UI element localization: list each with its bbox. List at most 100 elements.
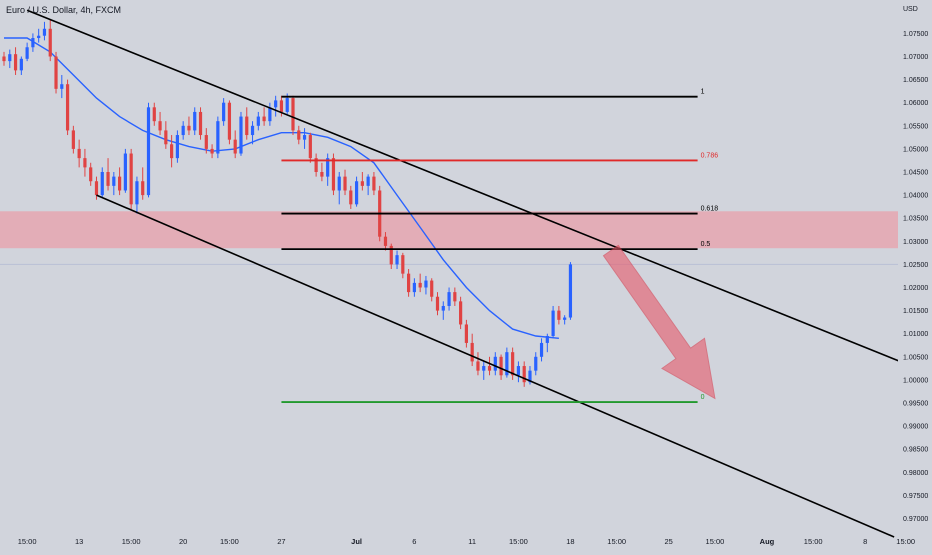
candle — [48, 19, 52, 62]
candle — [216, 116, 220, 159]
candle — [522, 361, 526, 387]
candle-body — [37, 35, 41, 39]
candle — [193, 107, 197, 136]
y-tick-label: 1.07000 — [903, 54, 928, 61]
candle — [389, 243, 393, 270]
candle-body — [407, 273, 411, 293]
candle — [89, 162, 93, 186]
candle — [302, 128, 307, 149]
y-tick-label: 0.98500 — [903, 447, 928, 454]
candle-body — [337, 176, 341, 191]
x-tick-label: 15:00 — [122, 537, 141, 546]
candle-body — [511, 352, 515, 376]
candle-body — [135, 181, 139, 205]
candle-body — [447, 292, 451, 306]
candle — [487, 356, 492, 376]
y-tick-label: 1.07500 — [903, 31, 928, 38]
candle-body — [48, 28, 52, 57]
candle — [568, 262, 573, 320]
candle — [349, 185, 353, 209]
candle — [412, 278, 416, 297]
candle — [297, 125, 301, 145]
candle-body — [487, 366, 492, 371]
candle — [170, 135, 174, 168]
candle — [129, 148, 133, 209]
candle — [65, 79, 70, 136]
candle — [146, 102, 151, 198]
candle-body — [106, 172, 110, 186]
candle — [181, 121, 185, 140]
candle — [25, 42, 29, 62]
y-tick-label: 1.00500 — [903, 354, 928, 361]
candle-body — [210, 148, 214, 154]
candle — [464, 319, 468, 348]
candle — [123, 148, 127, 193]
candle — [424, 275, 428, 295]
candle — [453, 287, 457, 306]
candle — [54, 51, 58, 94]
fib-level-label: 0 — [701, 394, 705, 401]
candle-body — [175, 135, 179, 159]
candle-body — [545, 336, 549, 343]
candle — [435, 292, 440, 316]
candle-body — [245, 116, 249, 136]
candle — [476, 352, 480, 376]
candle-body — [522, 366, 526, 383]
candle-body — [505, 352, 509, 376]
candle — [222, 98, 226, 126]
candle — [511, 347, 515, 380]
candle — [2, 51, 6, 66]
candle — [106, 158, 110, 191]
candle-body — [453, 292, 457, 302]
candle-body — [372, 176, 376, 191]
candle-body — [401, 255, 405, 274]
candle — [493, 352, 497, 376]
candle — [262, 107, 266, 126]
candle — [360, 172, 364, 191]
x-tick-label: 25 — [665, 537, 673, 546]
candle-body — [539, 342, 544, 357]
candle — [100, 167, 104, 198]
candle-body — [395, 255, 399, 265]
x-tick-label: 27 — [277, 537, 285, 546]
candle — [505, 347, 509, 378]
candle-body — [112, 176, 116, 186]
candle-body — [268, 107, 272, 122]
candle — [516, 361, 521, 383]
x-tick-label: 15:00 — [607, 537, 626, 546]
candle-body — [204, 135, 208, 149]
candle-body — [424, 280, 428, 288]
candle-body — [83, 158, 87, 168]
candle — [418, 273, 422, 293]
candle-body — [343, 176, 347, 191]
candle-body — [100, 172, 104, 196]
candle — [343, 169, 347, 196]
x-tick-label: 15:00 — [509, 537, 528, 546]
candle — [256, 111, 260, 131]
candle-body — [222, 102, 226, 122]
candle — [31, 33, 35, 52]
candle-body — [13, 54, 18, 71]
candle — [557, 305, 561, 325]
candle-body — [71, 130, 75, 149]
x-tick-label: 11 — [468, 537, 476, 546]
candle-body — [187, 125, 191, 131]
upper-channel-line — [26, 9, 930, 374]
candle-body — [476, 361, 480, 371]
candle — [37, 28, 41, 43]
candle-body — [158, 121, 162, 131]
y-tick-label: 1.04000 — [903, 193, 928, 200]
candle-body — [464, 324, 468, 343]
candle-body — [152, 107, 156, 122]
candle-body — [297, 130, 301, 140]
candle-body — [8, 54, 12, 62]
y-tick-label: 0.97500 — [903, 493, 928, 500]
candle-body — [563, 317, 567, 320]
candle — [233, 130, 237, 159]
candle — [366, 174, 370, 196]
candle-body — [493, 356, 497, 371]
candle-body — [256, 116, 260, 126]
candle — [204, 128, 208, 154]
